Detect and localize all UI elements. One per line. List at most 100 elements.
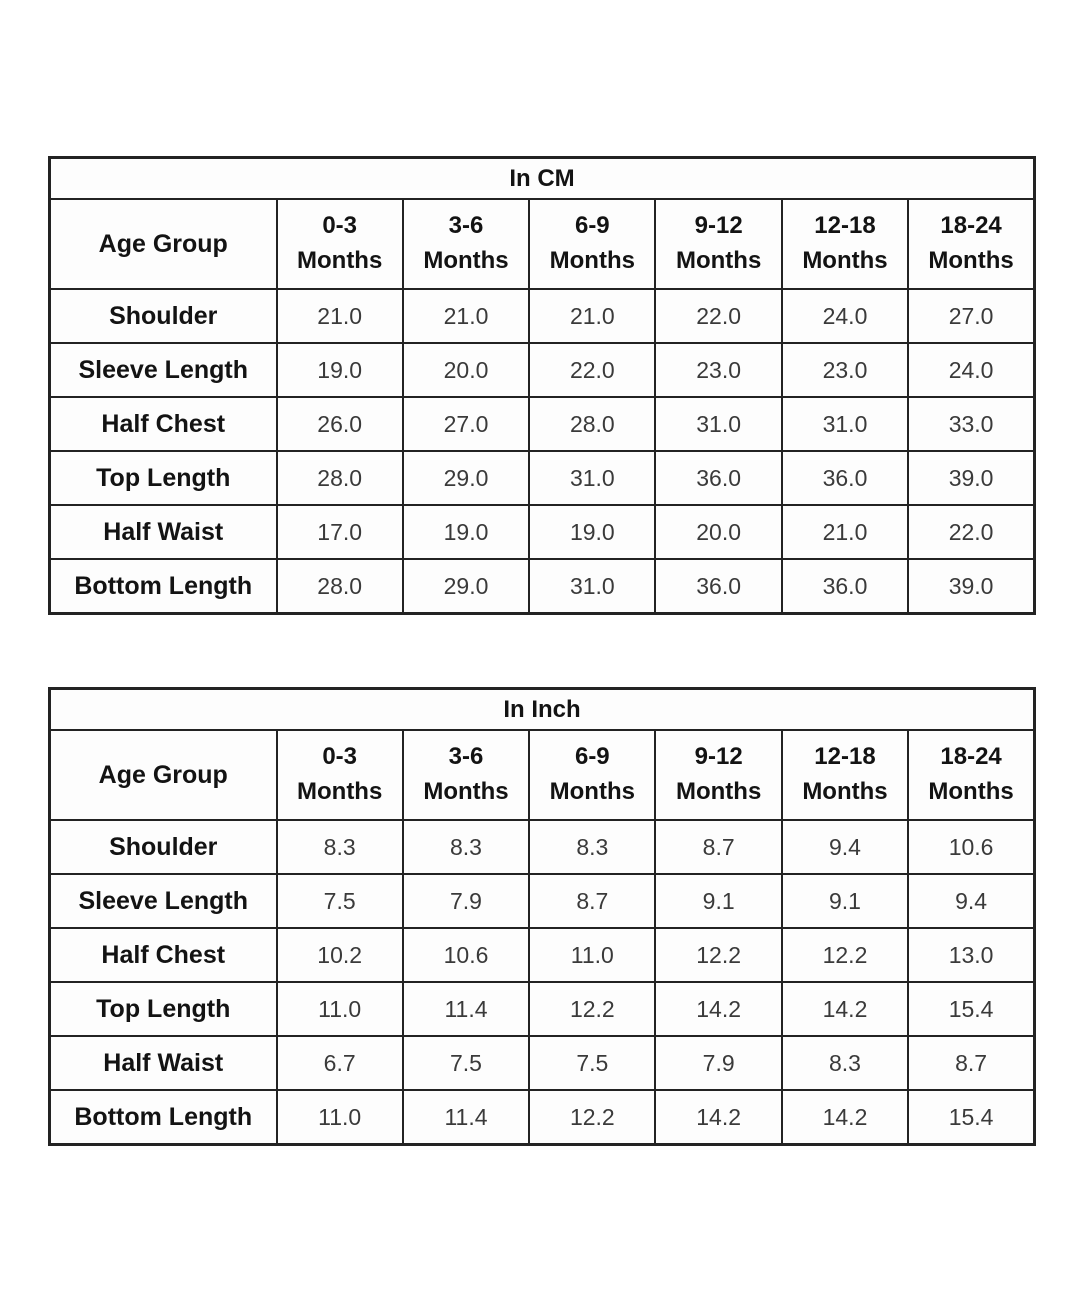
table-title: In Inch <box>48 687 1036 731</box>
measurement-value-cell: 36.0 <box>780 450 910 506</box>
measurement-row-label: Top Length <box>48 450 278 506</box>
table-header-row: Age Group 0-3 Months 3-6 Months 6-9 Months 9-12… <box>48 729 1037 821</box>
measurement-value-cell: 8.3 <box>780 1035 910 1091</box>
measurement-row-label: Bottom Length <box>48 558 278 615</box>
measurement-value-cell: 9.1 <box>654 873 783 929</box>
measurement-value-cell: 7.5 <box>401 1035 531 1091</box>
table-row: Bottom Length 28.0 29.0 31.0 36.0 36.0 39.0 <box>48 558 1037 615</box>
measurement-value-cell: 39.0 <box>907 450 1037 506</box>
table-row: Sleeve Length 7.5 7.9 8.7 9.1 9.1 9.4 <box>48 873 1037 929</box>
measurement-value-cell: 19.0 <box>401 504 531 560</box>
measurement-row-label: Half Chest <box>48 927 278 983</box>
measurement-value-cell: 36.0 <box>654 558 783 615</box>
measurement-value-cell: 7.5 <box>275 873 404 929</box>
measurement-value-cell: 22.0 <box>654 288 783 344</box>
table-row: Shoulder 8.3 8.3 8.3 8.7 9.4 10.6 <box>48 819 1037 875</box>
measurement-value-cell: 24.0 <box>907 342 1037 398</box>
measurement-value-cell: 11.0 <box>275 1089 404 1146</box>
table-title-row: In CM <box>48 156 1036 200</box>
table-row: Top Length 28.0 29.0 31.0 36.0 36.0 39.0 <box>48 450 1037 506</box>
measurement-value-cell: 10.6 <box>401 927 531 983</box>
measurement-value-cell: 10.6 <box>907 819 1037 875</box>
measurement-value-cell: 19.0 <box>528 504 657 560</box>
measurement-value-cell: 31.0 <box>780 396 910 452</box>
measurement-value-cell: 11.4 <box>401 981 531 1037</box>
measurement-value-cell: 10.2 <box>275 927 404 983</box>
measurement-value-cell: 28.0 <box>275 450 404 506</box>
measurement-value-cell: 31.0 <box>528 558 657 615</box>
measurement-value-cell: 27.0 <box>401 396 531 452</box>
measurement-value-cell: 21.0 <box>275 288 404 344</box>
measurement-row-label: Half Chest <box>48 396 278 452</box>
age-column-header: 18-24 Months <box>907 729 1037 821</box>
measurement-value-cell: 29.0 <box>401 558 531 615</box>
measurement-value-cell: 14.2 <box>780 981 910 1037</box>
measurement-value-cell: 12.2 <box>654 927 783 983</box>
measurement-value-cell: 22.0 <box>907 504 1037 560</box>
table-row: Bottom Length 11.0 11.4 12.2 14.2 14.2 15.4 <box>48 1089 1037 1146</box>
measurement-value-cell: 8.3 <box>275 819 404 875</box>
measurement-value-cell: 20.0 <box>401 342 531 398</box>
measurement-value-cell: 15.4 <box>907 981 1037 1037</box>
measurement-value-cell: 21.0 <box>401 288 531 344</box>
measurement-value-cell: 8.3 <box>528 819 657 875</box>
measurement-value-cell: 36.0 <box>654 450 783 506</box>
table-row: Half Waist 6.7 7.5 7.5 7.9 8.3 8.7 <box>48 1035 1037 1091</box>
measurement-value-cell: 11.0 <box>528 927 657 983</box>
measurement-value-cell: 6.7 <box>275 1035 404 1091</box>
measurement-value-cell: 20.0 <box>654 504 783 560</box>
measurement-value-cell: 12.2 <box>528 1089 657 1146</box>
age-column-header: 3-6 Months <box>401 198 531 290</box>
age-column-header: 0-3 Months <box>275 198 404 290</box>
measurement-value-cell: 22.0 <box>528 342 657 398</box>
measurement-value-cell: 12.2 <box>780 927 910 983</box>
measurement-value-cell: 9.4 <box>780 819 910 875</box>
measurement-value-cell: 11.4 <box>401 1089 531 1146</box>
measurement-value-cell: 14.2 <box>654 1089 783 1146</box>
measurement-value-cell: 24.0 <box>780 288 910 344</box>
measurement-value-cell: 8.7 <box>907 1035 1037 1091</box>
table-header-row: Age Group 0-3 Months 3-6 Months 6-9 Months 9-12… <box>48 198 1037 290</box>
age-column-header: 9-12 Months <box>654 729 783 821</box>
measurement-row-label: Half Waist <box>48 1035 278 1091</box>
age-column-header: 9-12 Months <box>654 198 783 290</box>
measurement-value-cell: 14.2 <box>654 981 783 1037</box>
measurement-row-label: Sleeve Length <box>48 873 278 929</box>
measurement-value-cell: 8.7 <box>654 819 783 875</box>
size-table-cm: In CM Age Group 0-3 Months 3-6 Months 6-9 Month… <box>48 156 1037 615</box>
table-row: Half Waist 17.0 19.0 19.0 20.0 21.0 22.0 <box>48 504 1037 560</box>
table-title: In CM <box>48 156 1036 200</box>
measurement-value-cell: 31.0 <box>528 450 657 506</box>
age-column-header: 18-24 Months <box>907 198 1037 290</box>
measurement-value-cell: 7.9 <box>401 873 531 929</box>
measurement-value-cell: 27.0 <box>907 288 1037 344</box>
table-row: Top Length 11.0 11.4 12.2 14.2 14.2 15.4 <box>48 981 1037 1037</box>
measurement-value-cell: 23.0 <box>780 342 910 398</box>
measurement-value-cell: 21.0 <box>780 504 910 560</box>
age-column-header: 12-18 Months <box>780 198 910 290</box>
measurement-value-cell: 31.0 <box>654 396 783 452</box>
measurement-value-cell: 21.0 <box>528 288 657 344</box>
measurement-value-cell: 15.4 <box>907 1089 1037 1146</box>
table-row: Sleeve Length 19.0 20.0 22.0 23.0 23.0 24.0 <box>48 342 1037 398</box>
age-column-header: 6-9 Months <box>528 198 657 290</box>
measurement-value-cell: 8.3 <box>401 819 531 875</box>
measurement-row-label: Half Waist <box>48 504 278 560</box>
measurement-value-cell: 23.0 <box>654 342 783 398</box>
measurement-value-cell: 36.0 <box>780 558 910 615</box>
measurement-value-cell: 13.0 <box>907 927 1037 983</box>
age-column-header: 6-9 Months <box>528 729 657 821</box>
measurement-value-cell: 8.7 <box>528 873 657 929</box>
measurement-value-cell: 12.2 <box>528 981 657 1037</box>
table-title-row: In Inch <box>48 687 1036 731</box>
measurement-value-cell: 11.0 <box>275 981 404 1037</box>
age-group-header: Age Group <box>48 729 278 821</box>
measurement-value-cell: 33.0 <box>907 396 1037 452</box>
measurement-value-cell: 9.1 <box>780 873 910 929</box>
age-column-header: 0-3 Months <box>275 729 404 821</box>
table-row: Half Chest 26.0 27.0 28.0 31.0 31.0 33.0 <box>48 396 1037 452</box>
table-row: Half Chest 10.2 10.6 11.0 12.2 12.2 13.0 <box>48 927 1037 983</box>
measurement-row-label: Bottom Length <box>48 1089 278 1146</box>
measurement-value-cell: 7.9 <box>654 1035 783 1091</box>
age-column-header: 3-6 Months <box>401 729 531 821</box>
